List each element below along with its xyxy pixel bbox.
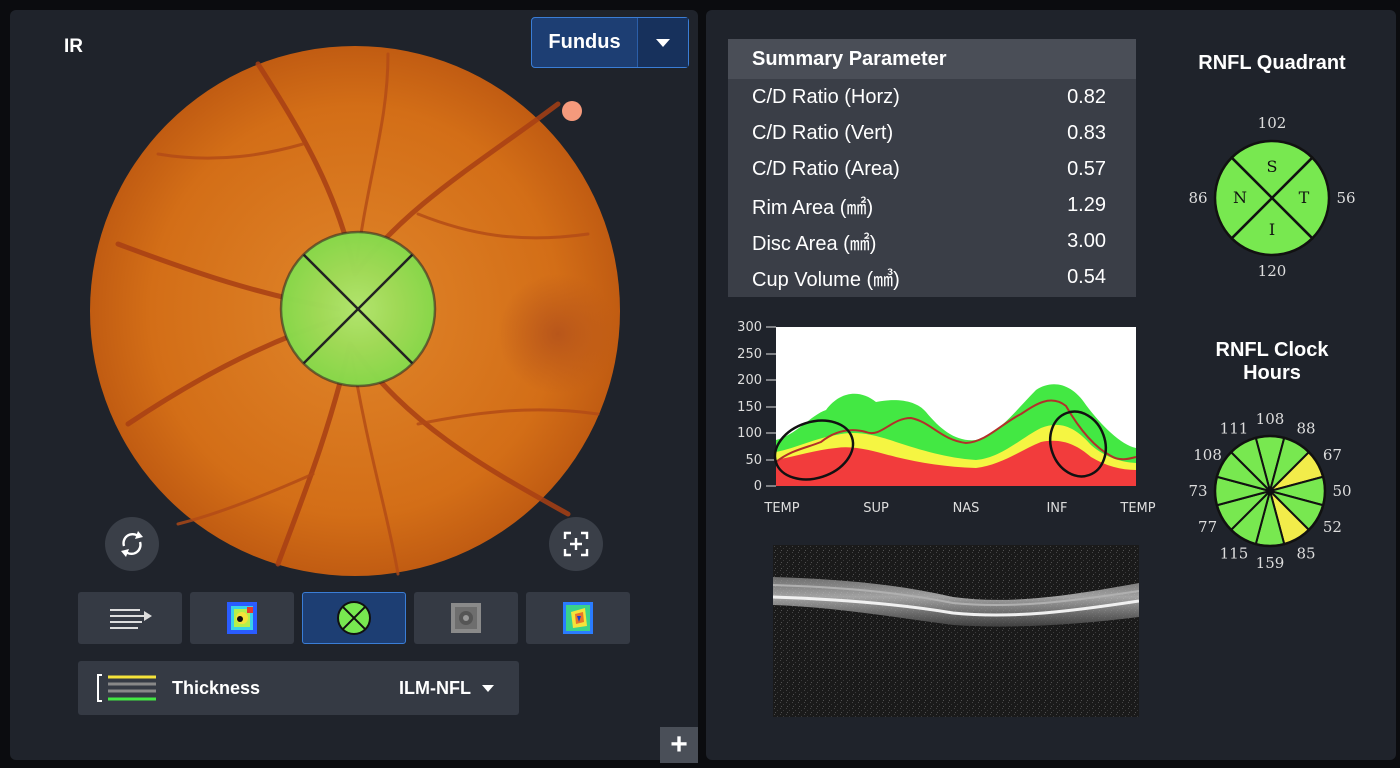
quadrant-sector-label: S xyxy=(1267,157,1278,176)
thickness-label: Thickness xyxy=(172,678,261,698)
fundus-dropdown-label: Fundus xyxy=(548,31,621,53)
y-tick-label: 250 xyxy=(737,347,762,362)
y-tick-label: 50 xyxy=(745,453,762,468)
fit-view-button[interactable] xyxy=(549,517,603,571)
enface-button[interactable] xyxy=(414,592,518,644)
quadrant-value-left: 86 xyxy=(1188,189,1207,207)
y-tick-label: 0 xyxy=(754,479,762,494)
clock-hour-value: 108 xyxy=(1193,446,1222,464)
summary-row: Cup Volume (㎣) 0.54 xyxy=(728,259,1136,295)
abnormal-region-marker xyxy=(773,419,855,481)
summary-row: Disc Area (㎟) 3.00 xyxy=(728,223,1136,259)
thickness-map-button[interactable] xyxy=(190,592,294,644)
summary-value: 3.00 xyxy=(1067,229,1106,252)
quadrant-value-top: 102 xyxy=(1258,114,1287,132)
deviation-map-button[interactable] xyxy=(526,592,630,644)
y-tick-label: 100 xyxy=(737,426,762,441)
thickness-layer-selector[interactable]: Thickness ILM-NFL xyxy=(78,661,519,715)
analysis-panel: Summary Parameter C/D Ratio (Horz) 0.82 C… xyxy=(706,10,1396,760)
fundus-image[interactable] xyxy=(88,44,622,578)
quadrant-circle-icon xyxy=(337,601,371,635)
expand-plus-icon xyxy=(563,531,589,557)
deviation-map-icon xyxy=(563,602,593,634)
quadrant-sectors xyxy=(1213,139,1331,257)
x-axis-label: INF xyxy=(1046,501,1067,516)
summary-value: 0.57 xyxy=(1067,157,1106,180)
x-axis-label: TEMP xyxy=(1119,501,1155,516)
summary-label: Cup Volume (㎣) xyxy=(752,268,900,291)
x-axis-label: SUP xyxy=(863,501,889,516)
clock-hour-value: 67 xyxy=(1323,446,1342,464)
x-axis-label: NAS xyxy=(953,501,980,516)
rnfl-quadrant-title: RNFL Quadrant xyxy=(1198,52,1346,74)
summary-table-header: Summary Parameter xyxy=(728,39,1136,79)
summary-row: Rim Area (㎟) 1.29 xyxy=(728,187,1136,223)
quadrant-value-bottom: 120 xyxy=(1258,262,1287,280)
summary-label: C/D Ratio (Area) xyxy=(752,157,900,180)
abnormal-region-marker xyxy=(1048,410,1108,478)
clock-hour-value: 52 xyxy=(1323,518,1342,536)
quadrant-sector-n xyxy=(1213,155,1274,241)
rotate-button[interactable] xyxy=(105,517,159,571)
clock-hour-value: 159 xyxy=(1256,554,1285,572)
thickness-map-icon xyxy=(227,602,257,634)
clock-hour-value: 77 xyxy=(1198,518,1217,536)
clock-outline xyxy=(1213,434,1327,548)
scan-lines-button[interactable] xyxy=(78,592,182,644)
y-tick-label: 150 xyxy=(737,400,762,415)
summary-value: 0.83 xyxy=(1067,121,1106,144)
clock-hour-value: 73 xyxy=(1188,482,1207,500)
fundus-dropdown[interactable]: Fundus xyxy=(531,17,689,68)
summary-label: C/D Ratio (Vert) xyxy=(752,121,894,144)
clock-hour-value: 115 xyxy=(1220,544,1249,562)
clock-hour-value: 111 xyxy=(1220,420,1249,438)
summary-parameter-table: Summary Parameter C/D Ratio (Horz) 0.82 C… xyxy=(728,39,1136,297)
summary-row: C/D Ratio (Horz) 0.82 xyxy=(728,79,1136,115)
quadrant-sector-label: I xyxy=(1269,220,1275,239)
summary-label: C/D Ratio (Horz) xyxy=(752,85,900,108)
scan-lines-icon xyxy=(110,609,152,629)
layer-lines-icon xyxy=(97,674,156,702)
y-tick-label: 200 xyxy=(737,373,762,388)
clock-hour-value: 85 xyxy=(1296,544,1315,562)
clock-sectors xyxy=(1213,434,1327,548)
quadrant-sector-label: T xyxy=(1299,188,1310,207)
rnfl-clock-hours-title: RNFL Clock Hours xyxy=(1215,339,1329,384)
ir-label: IR xyxy=(64,36,83,57)
quadrant-sector-label: N xyxy=(1233,188,1247,207)
summary-value: 0.54 xyxy=(1067,265,1106,288)
patient-thickness-line xyxy=(775,399,1137,463)
summary-value: 0.82 xyxy=(1067,85,1106,108)
layer-value: ILM-NFL xyxy=(399,678,471,698)
plus-icon: + xyxy=(670,728,688,761)
chevron-down-icon xyxy=(482,685,494,692)
summary-value: 1.29 xyxy=(1067,193,1106,216)
abnormal-red-band xyxy=(776,440,1136,486)
quadrant-sector-i xyxy=(1229,196,1315,257)
rotate-icon xyxy=(121,531,143,557)
summary-label: Disc Area (㎟) xyxy=(752,232,877,255)
quadrant-view-button[interactable] xyxy=(302,592,406,644)
rnfl-quadrant-chart: S T I N 102 56 120 86 xyxy=(1188,114,1355,280)
oct-bscan-image[interactable] xyxy=(773,545,1139,717)
summary-row: C/D Ratio (Vert) 0.83 xyxy=(728,115,1136,151)
summary-row: C/D Ratio (Area) 0.57 xyxy=(728,151,1136,187)
tsnit-chart: 300 250 200 150 100 50 0 TEMP SUP NAS IN… xyxy=(737,320,1156,516)
clock-hour-value: 88 xyxy=(1296,420,1315,438)
y-tick-label: 300 xyxy=(737,320,762,335)
enface-texture-icon xyxy=(451,603,481,633)
eye-indicator-dot xyxy=(562,101,582,121)
add-button[interactable]: + xyxy=(660,727,698,763)
fundus-panel: IR Fundus xyxy=(10,10,698,763)
quadrant-value-right: 56 xyxy=(1336,189,1355,207)
chevron-down-icon xyxy=(637,18,688,67)
clock-hour-value: 108 xyxy=(1256,410,1285,428)
x-axis-label: TEMP xyxy=(763,501,799,516)
clock-hour-value: 50 xyxy=(1332,482,1351,500)
quadrant-sector-t xyxy=(1270,155,1331,241)
quadrant-sector-s xyxy=(1229,139,1315,200)
summary-label: Rim Area (㎟) xyxy=(752,196,874,219)
